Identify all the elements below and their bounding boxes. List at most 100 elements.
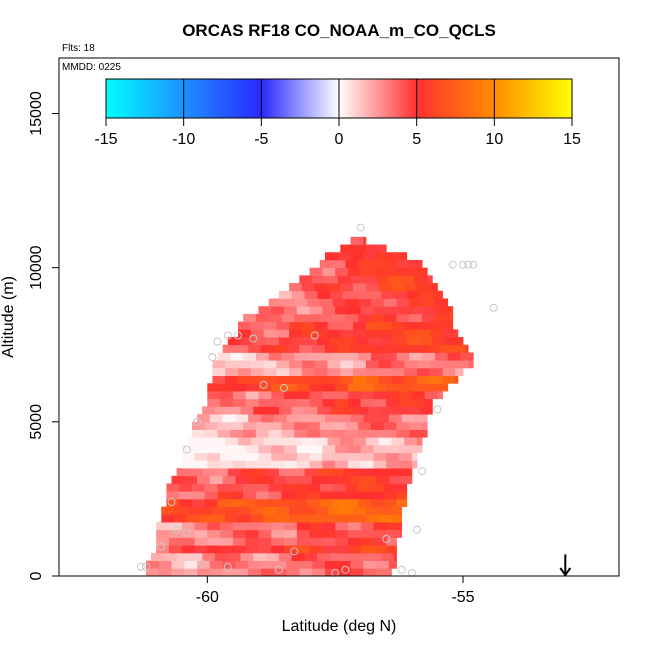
heatmap-cell <box>217 498 231 508</box>
heatmap-cell <box>330 552 344 561</box>
heatmap-cell <box>220 529 234 538</box>
heatmap-cell <box>360 452 374 461</box>
heatmap-cell <box>235 475 249 484</box>
heatmap-cell <box>340 244 354 253</box>
heatmap-cell <box>317 337 331 346</box>
heatmap-cell <box>319 259 334 269</box>
heatmap-cell <box>199 437 213 446</box>
heatmap-cell <box>368 337 382 346</box>
heatmap-cell <box>465 344 469 353</box>
heatmap-cell <box>332 498 346 508</box>
heatmap-cell <box>191 498 206 508</box>
heatmap-cell <box>409 298 423 307</box>
heatmap-cell <box>353 360 367 369</box>
heatmap-cell <box>245 460 259 469</box>
heatmap-cell <box>296 460 310 469</box>
heatmap-cell <box>204 483 218 492</box>
colorbar: -15 -10 -5 0 5 10 15 <box>94 78 581 148</box>
heatmap-cell <box>414 414 428 423</box>
heatmap-cell <box>360 267 374 276</box>
heatmap-cell <box>232 444 247 454</box>
heatmap-cell <box>220 383 234 392</box>
heatmap-cell <box>342 406 357 415</box>
heatmap-cell <box>166 483 180 492</box>
heatmap-cell <box>204 429 218 438</box>
heatmap-cell <box>399 398 413 407</box>
heatmap-cell <box>399 522 403 531</box>
heatmap-cell <box>271 444 285 454</box>
heatmap-cell <box>202 406 216 415</box>
heatmap-cell <box>230 491 244 500</box>
heatmap-cell <box>437 383 449 392</box>
heatmap-cell <box>212 360 226 369</box>
heatmap-cell <box>373 529 387 538</box>
heatmap-cell <box>271 398 285 407</box>
heatmap-cell <box>455 375 459 384</box>
sample-point <box>418 467 427 476</box>
heatmap-cell <box>278 337 293 346</box>
heatmap-cell <box>225 514 239 523</box>
sample-point <box>280 383 289 392</box>
heatmap-cell <box>327 506 341 515</box>
heatmap-cell <box>181 522 195 531</box>
heatmap-cell <box>284 545 298 554</box>
heatmap-cell <box>314 360 328 369</box>
heatmap-cell <box>337 414 351 423</box>
heatmap-cell <box>409 352 423 361</box>
heatmap-cell <box>166 498 180 508</box>
heatmap-cell <box>347 383 362 392</box>
heatmap-cell <box>222 568 236 577</box>
heatmap-cell <box>358 491 372 500</box>
heatmap-cell <box>370 483 385 492</box>
heatmap-cell <box>373 391 387 400</box>
heatmap-cell <box>360 545 374 554</box>
heatmap-cell <box>250 360 264 369</box>
heatmap-cell <box>214 552 229 561</box>
heatmap-cell <box>332 313 346 323</box>
heatmap-cell <box>296 452 310 461</box>
heatmap-cell <box>227 468 241 477</box>
heatmap-cell <box>235 344 249 353</box>
heatmap-cell <box>360 460 374 469</box>
heatmap-cell <box>388 344 403 353</box>
heatmap-cell <box>243 352 257 361</box>
heatmap-cell <box>386 529 400 538</box>
heatmap-cell <box>345 421 359 430</box>
heatmap-cell <box>245 529 259 538</box>
heatmap-cell <box>378 506 392 515</box>
sample-point <box>469 260 478 269</box>
heatmap-cell <box>335 306 349 315</box>
heatmap-cell <box>358 429 372 438</box>
heatmap-cell <box>220 460 234 469</box>
heatmap-cell <box>289 437 303 446</box>
heatmap-cell <box>378 283 392 292</box>
heatmap-cell <box>258 529 272 538</box>
heatmap-cell <box>181 537 195 546</box>
heatmap-cell <box>330 406 344 415</box>
heatmap-cell <box>225 375 239 384</box>
heatmap-cell <box>322 545 336 554</box>
heatmap-cell <box>296 522 310 531</box>
heatmap-cell <box>299 344 313 353</box>
heatmap-cell <box>416 283 431 292</box>
heatmap-cell <box>383 298 397 307</box>
heatmap-cell <box>179 491 193 500</box>
heatmap-cell <box>271 391 285 400</box>
heatmap-cell <box>222 344 236 353</box>
heatmap-cell <box>245 522 259 531</box>
heatmap-cell <box>347 444 362 454</box>
heatmap-cell <box>335 383 349 392</box>
heatmap-cell <box>289 506 303 515</box>
heatmap-cell <box>258 398 272 407</box>
heatmap-cell <box>406 406 420 415</box>
heatmap-cell <box>363 475 377 484</box>
heatmap-cell <box>391 360 405 369</box>
heatmap-cell <box>350 475 364 484</box>
heatmap-cell <box>386 391 400 400</box>
heatmap-cell <box>319 498 334 508</box>
heatmap-cell <box>225 506 239 515</box>
heatmap-cell <box>406 337 420 346</box>
heatmap-cell <box>353 283 367 292</box>
heatmap-cell <box>345 352 359 361</box>
